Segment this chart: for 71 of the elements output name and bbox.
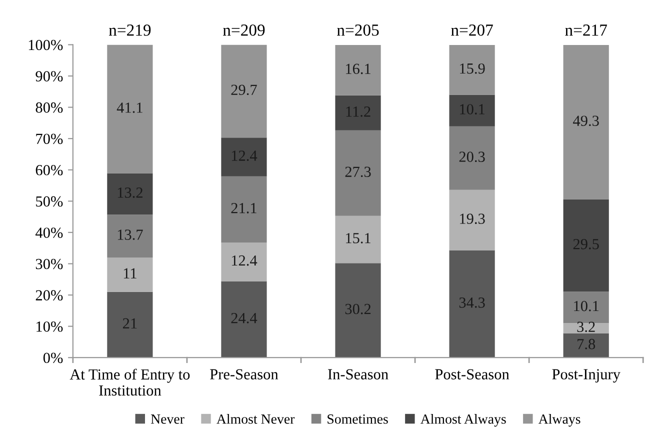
x-tick-label: Post-Injury — [552, 369, 620, 383]
annotation: n=219 — [108, 24, 151, 36]
data-label: 49.3 — [573, 116, 599, 126]
bar — [221, 176, 267, 242]
annotation: n=207 — [451, 24, 493, 36]
y-tick-label: 0% — [43, 352, 63, 364]
bar — [221, 44, 267, 138]
legend-label: Always — [538, 414, 580, 427]
legend-label: Almost Always — [420, 414, 506, 427]
y-tick-label: 80% — [36, 102, 63, 113]
legend-label: Sometimes — [328, 414, 388, 424]
legend-label: Almost Never — [216, 414, 295, 424]
bar — [107, 292, 153, 358]
bar — [563, 45, 609, 200]
bar — [335, 45, 381, 96]
bar — [221, 281, 267, 358]
y-tick-label: 40% — [36, 228, 63, 238]
x-tick-label: Pre-Season — [210, 369, 278, 380]
y-tick-label: 20% — [36, 290, 63, 301]
y-tick-label: 70% — [36, 134, 63, 144]
y-tick-label: 60% — [36, 165, 63, 176]
x-tick-label: Post-Season — [435, 369, 510, 380]
data-label: 15.1 — [346, 233, 370, 244]
data-label: 30.2 — [345, 304, 371, 314]
annotation: n=205 — [337, 24, 379, 36]
x-tick-label: At Time of Entry to Institution — [70, 368, 190, 396]
data-label: 27.3 — [345, 166, 371, 178]
data-label: 3.2 — [577, 322, 595, 332]
bar — [107, 173, 153, 215]
annotation: n=217 — [565, 24, 607, 36]
y-tick-label: 90% — [36, 71, 63, 82]
bar — [335, 95, 381, 130]
bar — [335, 263, 381, 358]
bar — [221, 138, 267, 176]
data-label: 19.3 — [460, 214, 485, 224]
bar — [449, 250, 495, 358]
data-label: 15.9 — [460, 63, 485, 74]
bar — [563, 199, 609, 292]
data-label: 29.7 — [231, 84, 257, 96]
y-tick-label: 10% — [36, 321, 63, 332]
bar — [107, 257, 153, 292]
legend-label: Never — [150, 414, 184, 424]
data-label: 11 — [124, 268, 136, 278]
y-tick-label: 50% — [36, 196, 63, 207]
data-label: 16.1 — [346, 64, 370, 74]
bar — [563, 323, 609, 334]
bar — [563, 292, 609, 324]
data-label: 13.7 — [118, 230, 143, 240]
bar — [335, 216, 381, 264]
data-label: 41.1 — [116, 102, 142, 113]
data-label: 34.3 — [459, 297, 485, 308]
data-label: 24.4 — [231, 312, 258, 324]
bar — [107, 44, 153, 174]
bar — [107, 214, 153, 258]
data-label: 20.3 — [459, 152, 485, 162]
bar — [221, 242, 267, 282]
data-label: 12.4 — [232, 255, 258, 266]
bar — [563, 333, 609, 358]
data-label: 21.1 — [231, 203, 256, 214]
y-tick-label: 100% — [28, 40, 63, 50]
x-tick-label: In-Season — [328, 369, 388, 380]
bar — [449, 94, 495, 126]
annotation: n=209 — [223, 24, 265, 36]
data-label: 7.8 — [578, 338, 596, 350]
data-label: 10.1 — [574, 300, 599, 312]
bar — [449, 190, 495, 250]
y-tick-label: 30% — [36, 258, 63, 270]
data-label: 21 — [122, 318, 137, 328]
bar — [449, 45, 495, 95]
bar — [449, 126, 495, 190]
bar — [335, 130, 381, 216]
